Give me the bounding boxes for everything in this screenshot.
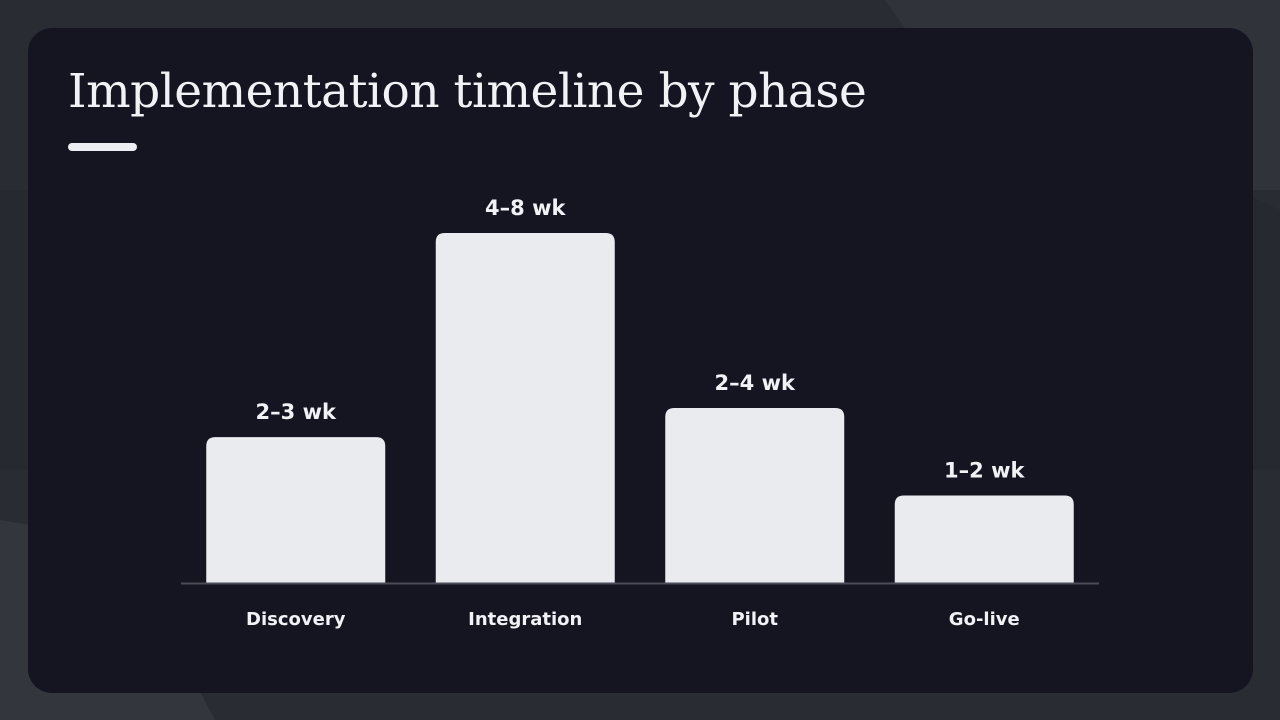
bar-value-label: 1–2 wk — [944, 459, 1025, 483]
bar-value-label: 4–8 wk — [485, 196, 566, 220]
category-label: Go-live — [949, 609, 1020, 630]
category-label: Discovery — [246, 609, 346, 630]
bar-pilot — [665, 408, 845, 583]
title-underline — [68, 143, 137, 151]
bar-integration — [435, 233, 615, 583]
page-title: Implementation timeline by phase — [68, 64, 867, 119]
bar-chart: 2–3 wk Discovery 4–8 wk Integration 2–4 wk Pi… — [181, 196, 1099, 630]
category-label: Pilot — [731, 609, 778, 630]
bar-go-live — [894, 495, 1074, 583]
bar-value-label: 2–3 wk — [256, 400, 337, 424]
bars-layer: 2–3 wk Discovery 4–8 wk Integration 2–4 wk Pi… — [206, 196, 1074, 630]
category-label: Integration — [468, 609, 582, 630]
slide-card: Implementation timeline by phase 2–3 wk D… — [28, 28, 1253, 693]
bar-value-label: 2–4 wk — [715, 371, 796, 395]
bar-discovery — [206, 437, 386, 583]
